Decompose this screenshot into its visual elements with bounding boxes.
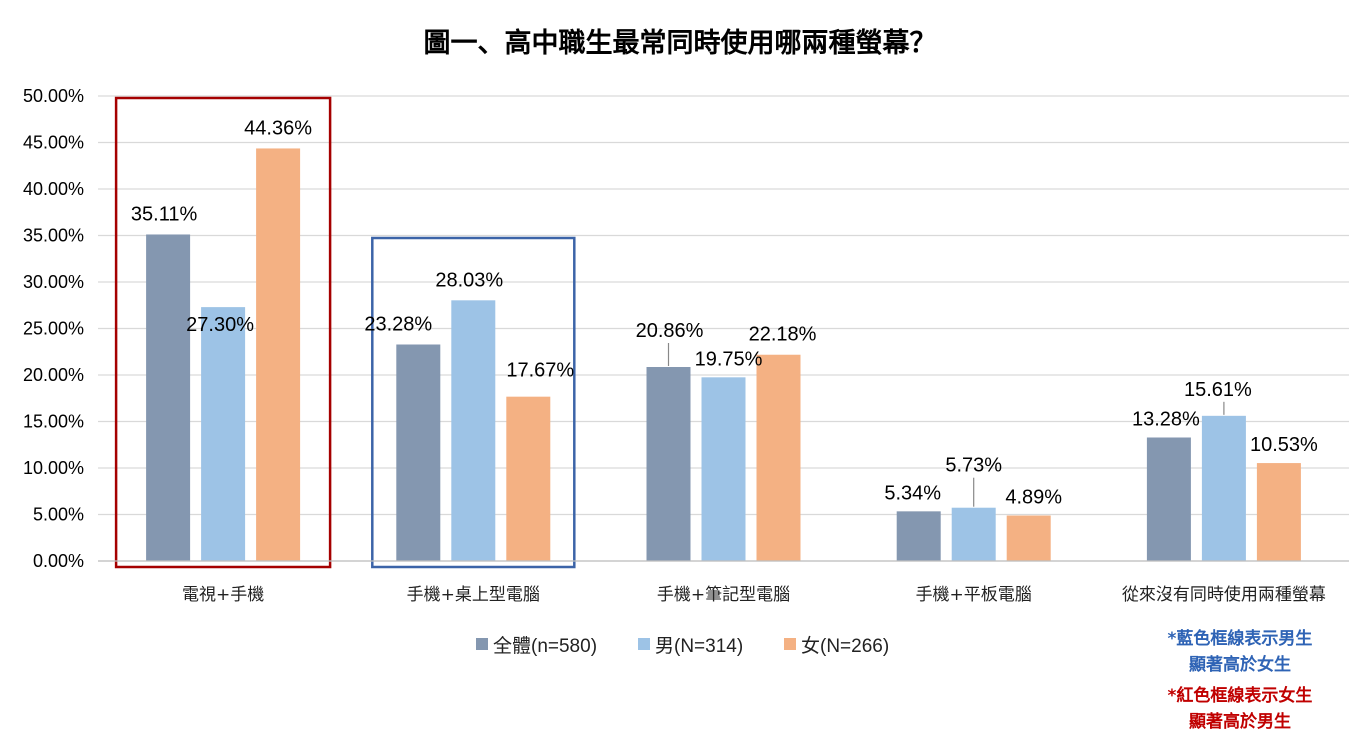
- note-red-line1: *紅色框線表示女生: [1168, 685, 1313, 706]
- data-label: 27.30%: [186, 314, 254, 336]
- bar: [1146, 437, 1191, 561]
- data-label: 4.89%: [1005, 487, 1062, 509]
- y-tick-label: 5.00%: [33, 505, 84, 525]
- highlight-box: [371, 236, 576, 569]
- y-tick-label: 40.00%: [23, 179, 84, 199]
- y-tick-label: 35.00%: [23, 226, 84, 246]
- data-label: 44.36%: [244, 117, 312, 139]
- y-tick-label: 0.00%: [33, 551, 84, 571]
- bar: [146, 234, 191, 562]
- y-axis: 0.00% 5.00% 10.00% 15.00% 20.00% 25.00% 30.00%…: [23, 86, 84, 571]
- x-tick-label: 手機+桌上型電腦: [407, 585, 540, 605]
- bar: [951, 507, 996, 561]
- bar: [1006, 515, 1051, 561]
- legend-swatch: [784, 638, 796, 650]
- bar: [256, 148, 301, 561]
- note-blue-line1: *藍色框線表示男生: [1168, 628, 1313, 649]
- data-label: 20.86%: [636, 320, 704, 342]
- x-tick-label: 電視+手機: [182, 585, 264, 605]
- data-label: 17.67%: [506, 360, 574, 382]
- bars: [146, 148, 1301, 562]
- note-blue-line2: 顯著高於女生: [1189, 654, 1291, 675]
- x-tick-label: 從來沒有同時使用兩種螢幕: [1122, 584, 1326, 605]
- y-tick-label: 30.00%: [23, 272, 84, 292]
- y-tick-label: 45.00%: [23, 133, 84, 153]
- chart-title: 圖一、高中職生最常同時使用哪兩種螢幕？: [424, 27, 937, 59]
- y-tick-label: 20.00%: [23, 365, 84, 385]
- bar: [756, 354, 801, 561]
- legend-swatch: [638, 638, 650, 650]
- y-tick-label: 15.00%: [23, 412, 84, 432]
- significance-notes: *藍色框線表示男生 顯著高於女生 *紅色框線表示女生 顯著高於男生: [1168, 628, 1313, 732]
- y-tick-label: 10.00%: [23, 458, 84, 478]
- y-tick-label: 50.00%: [23, 86, 84, 106]
- bar: [896, 511, 941, 561]
- gridlines: [98, 95, 1349, 562]
- data-label: 28.03%: [435, 269, 503, 291]
- note-red-line2: 顯著高於男生: [1189, 711, 1291, 732]
- bar: [451, 300, 496, 561]
- y-tick-label: 25.00%: [23, 319, 84, 339]
- legend-label: 女(N=266): [801, 635, 889, 657]
- legend: 全體(n=580) 男(N=314) 女(N=266): [476, 635, 889, 657]
- data-label: 5.73%: [945, 455, 1002, 477]
- bar: [1201, 415, 1246, 561]
- bar: [646, 367, 691, 561]
- x-tick-label: 手機+平板電腦: [916, 585, 1032, 605]
- x-axis: 電視+手機 手機+桌上型電腦 手機+筆記型電腦 手機+平板電腦 從來沒有同時使用兩種螢幕: [98, 560, 1349, 605]
- data-label: 10.53%: [1250, 434, 1318, 456]
- bar: [396, 344, 441, 561]
- data-label: 35.11%: [131, 203, 198, 225]
- data-label: 13.28%: [1132, 408, 1200, 430]
- legend-swatch: [476, 638, 488, 650]
- x-tick-label: 手機+筆記型電腦: [657, 585, 790, 605]
- legend-label: 男(N=314): [655, 636, 743, 657]
- bar: [701, 377, 746, 561]
- bar: [201, 307, 246, 561]
- data-labels: 35.11% 27.30% 44.36% 23.28%28.03% 17.67% 20.8…: [131, 117, 1318, 508]
- legend-label: 全體(n=580): [493, 635, 597, 657]
- data-label: 15.61%: [1184, 379, 1252, 401]
- highlight-box: [114, 96, 332, 569]
- bar: [506, 396, 551, 561]
- data-label: 22.18%: [749, 324, 817, 346]
- highlight-boxes: [114, 96, 576, 569]
- data-label: 23.28%: [364, 313, 432, 335]
- data-label: 19.75%: [695, 348, 763, 370]
- data-label: 5.34%: [884, 482, 941, 504]
- bar: [1256, 463, 1301, 561]
